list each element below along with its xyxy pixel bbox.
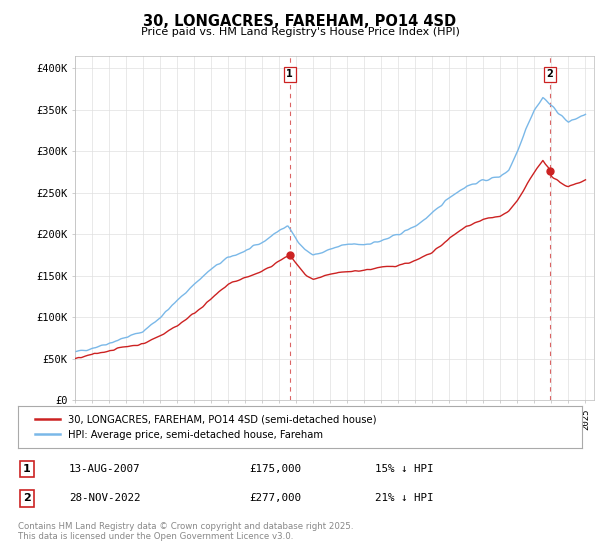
Text: £175,000: £175,000 bbox=[249, 464, 301, 474]
Text: £277,000: £277,000 bbox=[249, 493, 301, 503]
Text: 1: 1 bbox=[23, 464, 31, 474]
Text: Contains HM Land Registry data © Crown copyright and database right 2025.
This d: Contains HM Land Registry data © Crown c… bbox=[18, 522, 353, 542]
Text: 21% ↓ HPI: 21% ↓ HPI bbox=[375, 493, 433, 503]
Text: 1: 1 bbox=[286, 69, 293, 80]
Text: 30, LONGACRES, FAREHAM, PO14 4SD: 30, LONGACRES, FAREHAM, PO14 4SD bbox=[143, 14, 457, 29]
Text: 13-AUG-2007: 13-AUG-2007 bbox=[69, 464, 140, 474]
Text: 15% ↓ HPI: 15% ↓ HPI bbox=[375, 464, 433, 474]
Text: 2: 2 bbox=[23, 493, 31, 503]
Legend: 30, LONGACRES, FAREHAM, PO14 4SD (semi-detached house), HPI: Average price, semi: 30, LONGACRES, FAREHAM, PO14 4SD (semi-d… bbox=[29, 408, 382, 446]
Text: Price paid vs. HM Land Registry's House Price Index (HPI): Price paid vs. HM Land Registry's House … bbox=[140, 27, 460, 37]
Text: 28-NOV-2022: 28-NOV-2022 bbox=[69, 493, 140, 503]
Text: 2: 2 bbox=[547, 69, 553, 80]
